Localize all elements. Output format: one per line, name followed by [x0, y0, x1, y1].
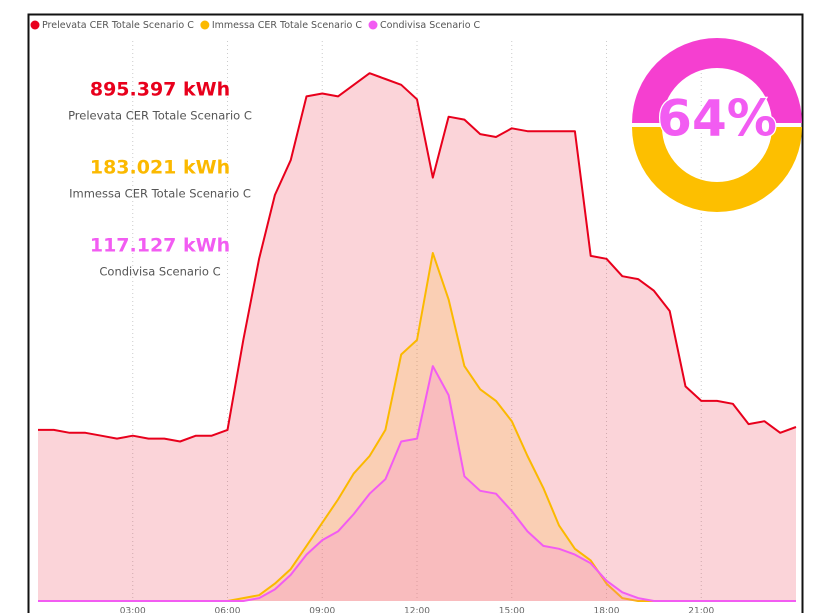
x-tick-label: 21:00 [688, 607, 714, 613]
series-line [38, 365, 796, 602]
x-tick-label: 09:00 [309, 607, 335, 613]
kpi-cards: 895.397 kWh Prelevata CER Totale Scenario… [68, 79, 252, 279]
kpi-label: Immessa CER Totale Scenario C [69, 187, 251, 201]
legend-label: Prelevata CER Totale Scenario C [42, 20, 194, 31]
x-tick-label: 03:00 [120, 607, 146, 613]
legend-label: Condivisa Scenario C [380, 20, 481, 31]
legend: Prelevata CER Totale Scenario C Immessa C… [30, 20, 481, 31]
frame [27, 13, 804, 613]
legend-label: Immessa CER Totale Scenario C [212, 20, 363, 31]
x-tick-label: 18:00 [594, 607, 620, 613]
gauge-top [632, 38, 802, 123]
gauge-label: 64% [657, 90, 777, 148]
kpi-label: Condivisa Scenario C [99, 265, 220, 279]
plot: 03:00 06:00 09:00 12:00 15:00 18:00 21:00 [38, 41, 797, 613]
kpi-value: 117.127 kWh [90, 235, 230, 257]
x-tick-label: 12:00 [404, 607, 430, 613]
kpi-value: 895.397 kWh [90, 79, 230, 101]
legend-marker [200, 20, 210, 30]
x-tick-label: 15:00 [499, 607, 525, 613]
kpi-label: Prelevata CER Totale Scenario C [68, 109, 252, 123]
series-area [38, 366, 796, 601]
gauge: 64% [632, 38, 802, 212]
legend-marker [368, 20, 378, 30]
gauge-bottom [632, 127, 802, 212]
legend-marker [30, 20, 40, 30]
x-tick-label: 06:00 [215, 607, 241, 613]
kpi-value: 183.021 kWh [90, 157, 230, 179]
series-area [38, 253, 796, 601]
series-line [38, 72, 797, 443]
